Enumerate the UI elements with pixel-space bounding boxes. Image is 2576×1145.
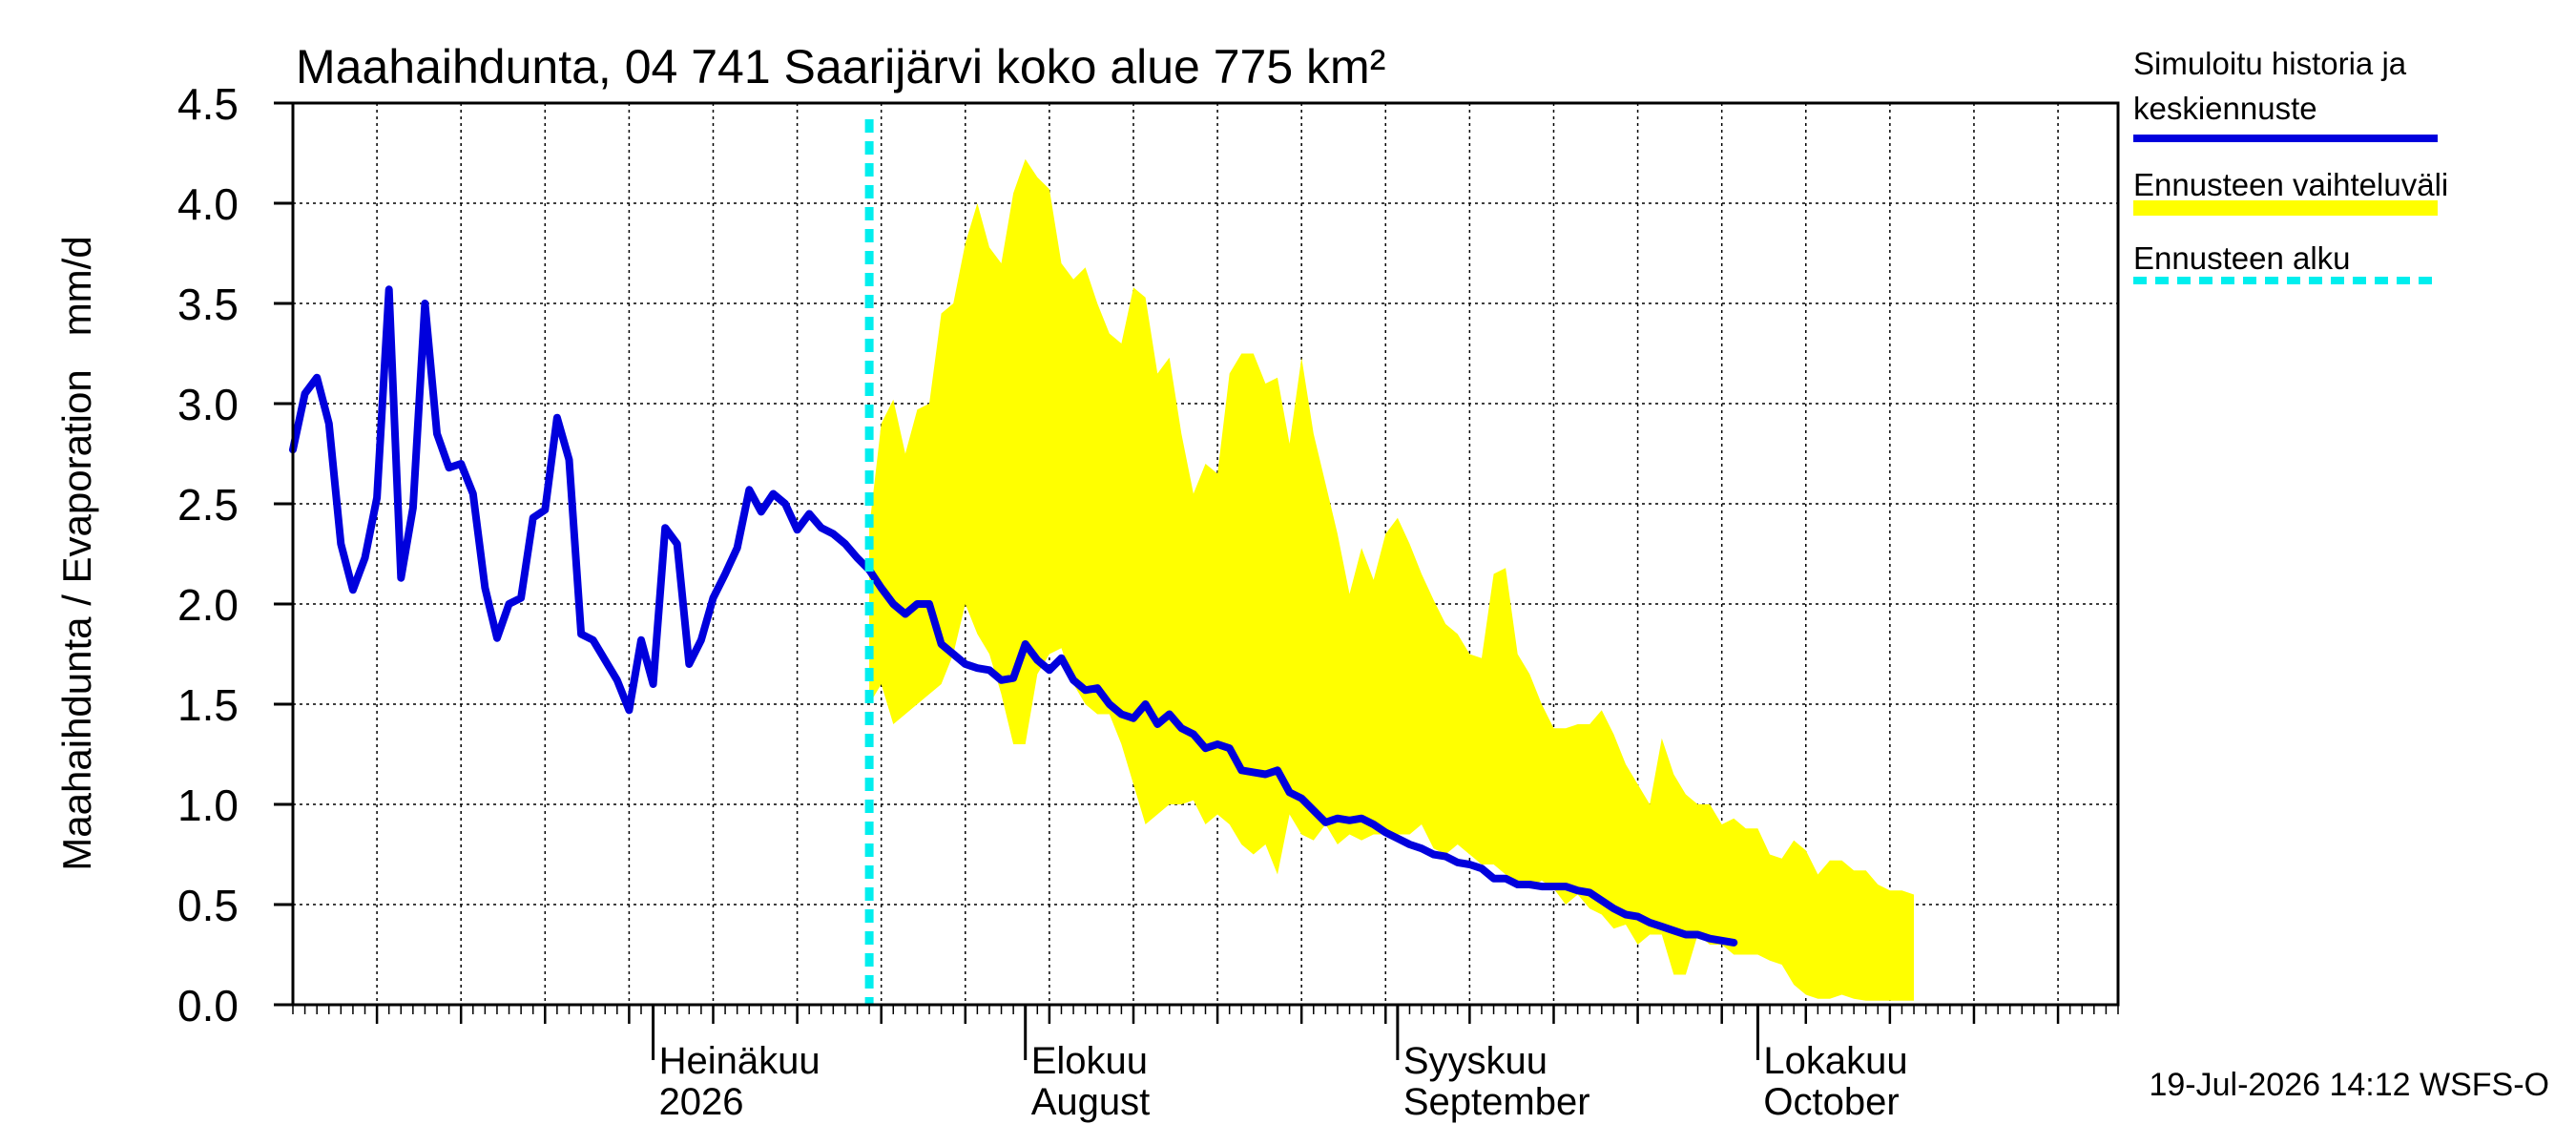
x-month-label-en: October — [1763, 1081, 1899, 1123]
chart-title: Maahaihdunta, 04 741 Saarijärvi koko alu… — [296, 40, 1385, 94]
simulated-line-layer — [289, 285, 1738, 947]
x-month-label-fi: Elokuu — [1031, 1040, 1148, 1082]
footer-timestamp: 19-Jul-2026 14:12 WSFS-O — [2149, 1067, 2549, 1103]
y-tick-label: 3.0 — [177, 380, 239, 429]
y-tick-label: 3.5 — [177, 280, 239, 329]
x-month-label-fi: Lokakuu — [1763, 1040, 1907, 1082]
y-tick-label: 1.0 — [177, 781, 239, 830]
y-tick-label: 2.5 — [177, 480, 239, 530]
legend-label: Ennusteen alku — [2133, 240, 2351, 276]
simulated-series-line — [289, 285, 1738, 947]
y-tick-label: 0.0 — [177, 981, 239, 1030]
x-month-label-en: 2026 — [659, 1081, 744, 1123]
x-month-label-en: September — [1403, 1081, 1590, 1123]
y-tick-label: 1.5 — [177, 680, 239, 730]
y-tick-label: 4.5 — [177, 79, 239, 129]
y-axis-ticks: 0.0 0.5 1.0 1.5 2.0 2.5 3.0 3.5 4.0 4.5 — [177, 79, 293, 1030]
x-month-label-en: August — [1031, 1081, 1151, 1123]
y-tick-label: 2.0 — [177, 580, 239, 630]
forecast-range-band — [869, 158, 1914, 1001]
legend-label: Simuloitu historia ja — [2133, 46, 2407, 81]
x-month-label-fi: Syyskuu — [1403, 1040, 1548, 1082]
legend-label: keskiennuste — [2133, 91, 2317, 126]
y-axis-label: Maahaihdunta / Evaporation mm/d — [54, 236, 99, 870]
y-tick-label: 0.5 — [177, 881, 239, 930]
x-month-label-fi: Heinäkuu — [659, 1040, 821, 1082]
legend: Simuloitu historia ja keskiennuste Ennuste… — [2133, 46, 2448, 284]
forecast-range-band-layer — [869, 158, 1914, 1001]
y-tick-label: 4.0 — [177, 179, 239, 229]
legend-label: Ennusteen vaihteluväli — [2133, 167, 2448, 202]
